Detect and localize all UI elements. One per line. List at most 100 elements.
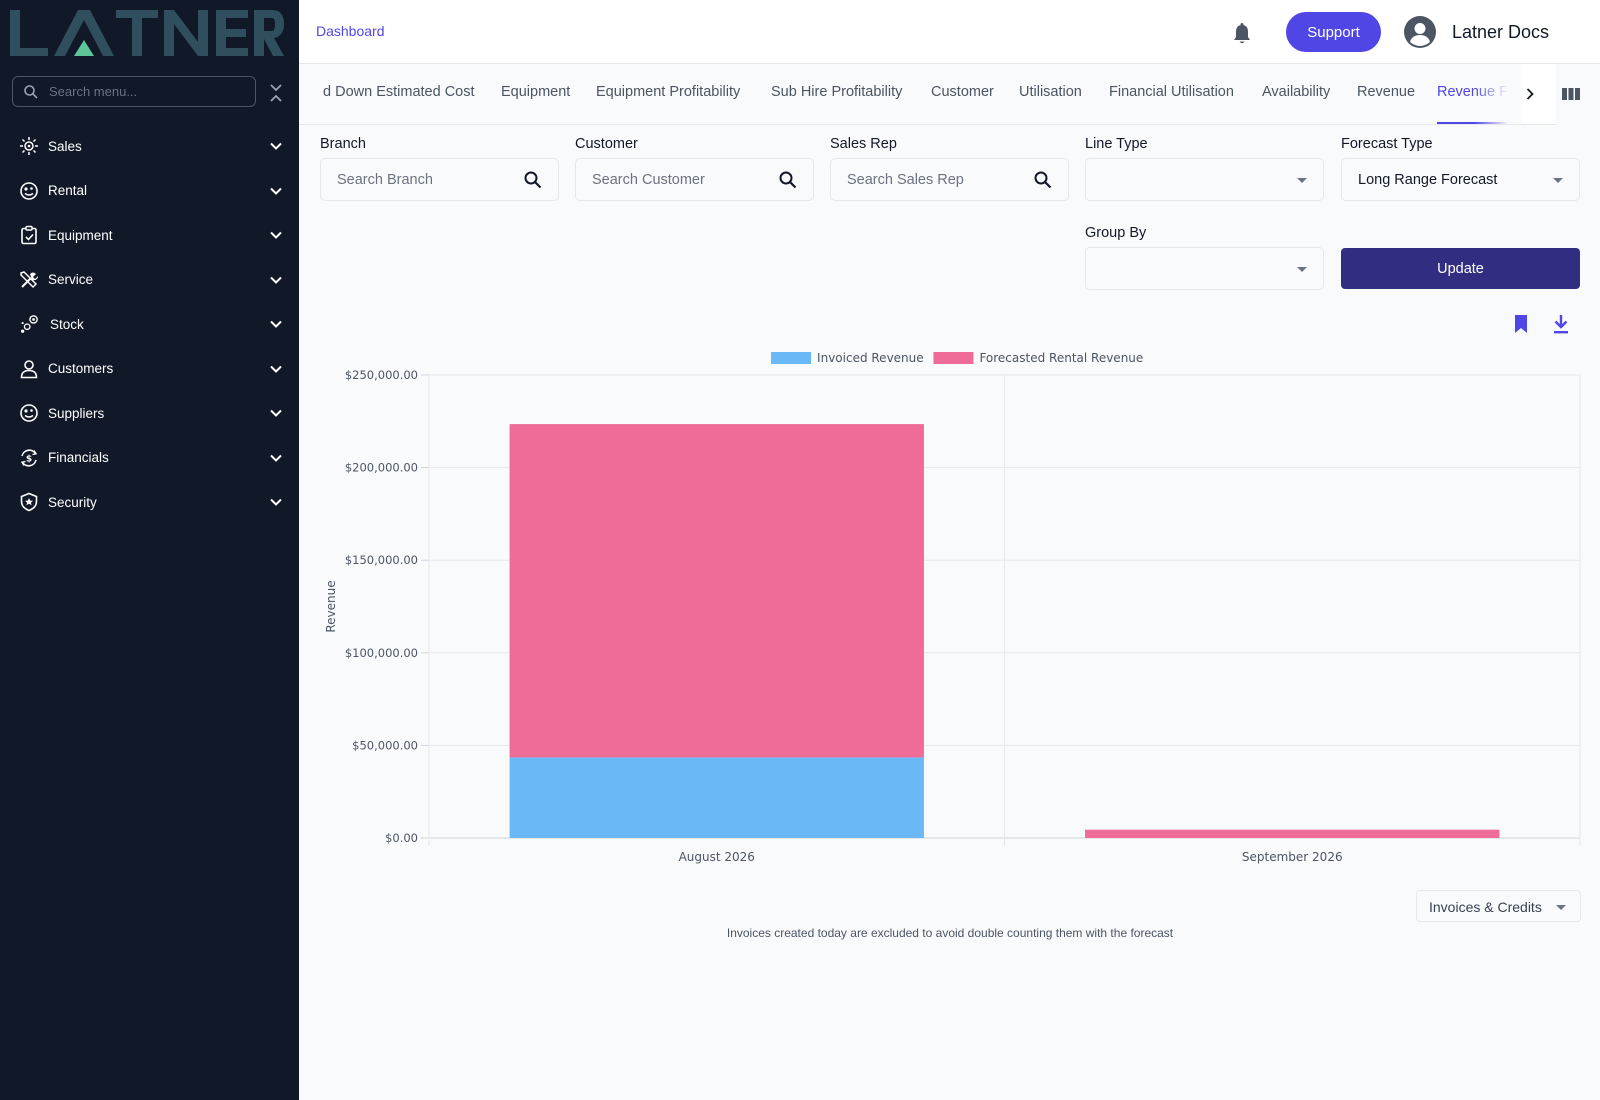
tab-customer[interactable]: Customer — [931, 84, 994, 100]
tab-equipment[interactable]: Equipment — [501, 84, 571, 100]
y-tick-label: $100,000.00 — [345, 646, 418, 660]
latner-logo[interactable] — [8, 8, 284, 58]
menu-search[interactable] — [12, 76, 256, 107]
branch-search-input[interactable] — [337, 171, 517, 188]
svg-text:$: $ — [26, 454, 32, 464]
avatar[interactable] — [1404, 16, 1436, 48]
y-tick-label: $150,000.00 — [345, 553, 418, 567]
x-tick-label: August 2026 — [679, 850, 755, 864]
sidebar-item-label: Suppliers — [48, 405, 105, 421]
equipment-icon — [19, 225, 39, 245]
tabs-track: d Down Estimated Cost Equipment Equipmen… — [299, 64, 1517, 124]
sidebar-item-service[interactable]: Service — [0, 258, 299, 303]
caret-down-icon — [1297, 267, 1307, 272]
y-tick-label: $200,000.00 — [345, 461, 418, 475]
tabs-scroll-right[interactable] — [1521, 64, 1556, 124]
caret-down-icon — [1556, 905, 1566, 910]
forecast-type-value: Long Range Forecast — [1358, 172, 1498, 188]
caret-down-icon — [1553, 178, 1563, 183]
tab-sub-hire-profitability[interactable]: Sub Hire Profitability — [771, 84, 903, 100]
chevron-down-icon — [270, 142, 282, 150]
customer-label: Customer — [575, 136, 638, 152]
tabs-fade — [1474, 64, 1517, 124]
legend-swatch — [771, 352, 812, 364]
chevron-down-icon — [270, 320, 282, 328]
bell-icon[interactable] — [1231, 22, 1253, 46]
sidebar-item-label: Stock — [50, 316, 84, 332]
chevron-down-icon — [270, 454, 282, 462]
sidebar-item-label: Security — [48, 494, 97, 510]
suppliers-icon — [19, 403, 39, 423]
rental-icon — [19, 181, 39, 201]
legend-swatch — [933, 352, 974, 364]
y-axis-label: Revenue — [324, 580, 338, 632]
sales-rep-label: Sales Rep — [830, 136, 897, 152]
service-icon — [19, 270, 39, 290]
tab-availability[interactable]: Availability — [1262, 84, 1331, 100]
tab-utilisation[interactable]: Utilisation — [1019, 84, 1082, 100]
forecast-type-label: Forecast Type — [1341, 136, 1433, 152]
sidebar-item-security[interactable]: Security — [0, 480, 299, 525]
customer-search[interactable] — [575, 158, 814, 201]
search-icon — [24, 84, 38, 99]
forecast-type-select[interactable]: Long Range Forecast — [1341, 158, 1580, 201]
stock-icon — [19, 314, 39, 334]
y-tick-label: $0.00 — [385, 831, 418, 845]
chevron-down-icon — [270, 409, 282, 417]
user-name[interactable]: Latner Docs — [1452, 22, 1550, 42]
support-button[interactable]: Support — [1286, 12, 1381, 52]
search-icon[interactable] — [1033, 170, 1053, 190]
chevron-down-icon — [270, 498, 282, 506]
chevron-right-icon — [1526, 88, 1534, 100]
sales-icon — [19, 136, 39, 156]
sidebar-item-financials[interactable]: $ Financials — [0, 436, 299, 481]
y-tick-label: $250,000.00 — [345, 368, 418, 382]
sidebar-nav: Sales Rental Equipment Service Stock Cus… — [0, 124, 299, 525]
legend-label: Forecasted Rental Revenue — [979, 351, 1143, 365]
financials-icon: $ — [19, 448, 39, 468]
customer-search-input[interactable] — [592, 171, 772, 188]
sidebar-item-label: Sales — [48, 138, 82, 154]
sidebar-item-stock[interactable]: Stock — [0, 302, 299, 347]
forecast-note: Invoices created today are excluded to a… — [726, 926, 1174, 940]
group-by-select[interactable] — [1085, 247, 1324, 290]
invoices-credits-select[interactable]: Invoices & Credits — [1416, 890, 1581, 922]
menu-search-input[interactable] — [49, 84, 239, 99]
tab-financial-utilisation[interactable]: Financial Utilisation — [1109, 84, 1234, 100]
tab-revenue[interactable]: Revenue — [1357, 84, 1416, 100]
chevron-down-icon — [270, 365, 282, 373]
update-button[interactable]: Update — [1341, 248, 1580, 289]
bookmark-icon[interactable] — [1512, 313, 1530, 335]
collapse-all-icon[interactable] — [266, 82, 286, 104]
legend-label: Invoiced Revenue — [817, 351, 924, 365]
sidebar-item-rental[interactable]: Rental — [0, 169, 299, 214]
sidebar-item-sales[interactable]: Sales — [0, 124, 299, 169]
sidebar-item-equipment[interactable]: Equipment — [0, 213, 299, 258]
line-type-select[interactable] — [1085, 158, 1324, 201]
chevron-down-icon — [270, 187, 282, 195]
search-icon[interactable] — [523, 170, 543, 190]
tab-breakdown-estimated-cost[interactable]: d Down Estimated Cost — [323, 84, 475, 100]
top-header: Dashboard Support Latner Docs — [299, 0, 1600, 64]
sales-rep-search-input[interactable] — [847, 171, 1027, 188]
report-tabs: d Down Estimated Cost Equipment Equipmen… — [299, 64, 1556, 125]
branch-label: Branch — [320, 136, 366, 152]
revenue-forecast-chart: $0.00 $50,000.00 $100,000.00 $150,000.00 $20… — [324, 351, 1581, 864]
security-icon — [19, 492, 39, 512]
sidebar-item-label: Rental — [48, 183, 88, 199]
customers-icon — [19, 359, 39, 379]
caret-down-icon — [1297, 178, 1307, 183]
sidebar-item-suppliers[interactable]: Suppliers — [0, 391, 299, 436]
sidebar-item-label: Customers — [48, 361, 114, 377]
sales-rep-search[interactable] — [830, 158, 1069, 201]
line-type-label: Line Type — [1085, 136, 1148, 152]
sidebar-item-label: Financials — [48, 450, 109, 466]
sidebar-item-customers[interactable]: Customers — [0, 347, 299, 392]
breadcrumb-dashboard[interactable]: Dashboard — [316, 23, 385, 39]
tab-equipment-profitability[interactable]: Equipment Profitability — [596, 84, 741, 100]
download-icon[interactable] — [1551, 313, 1571, 335]
branch-search[interactable] — [320, 158, 559, 201]
group-by-label: Group By — [1085, 225, 1147, 241]
columns-icon[interactable] — [1560, 84, 1582, 104]
search-icon[interactable] — [778, 170, 798, 190]
